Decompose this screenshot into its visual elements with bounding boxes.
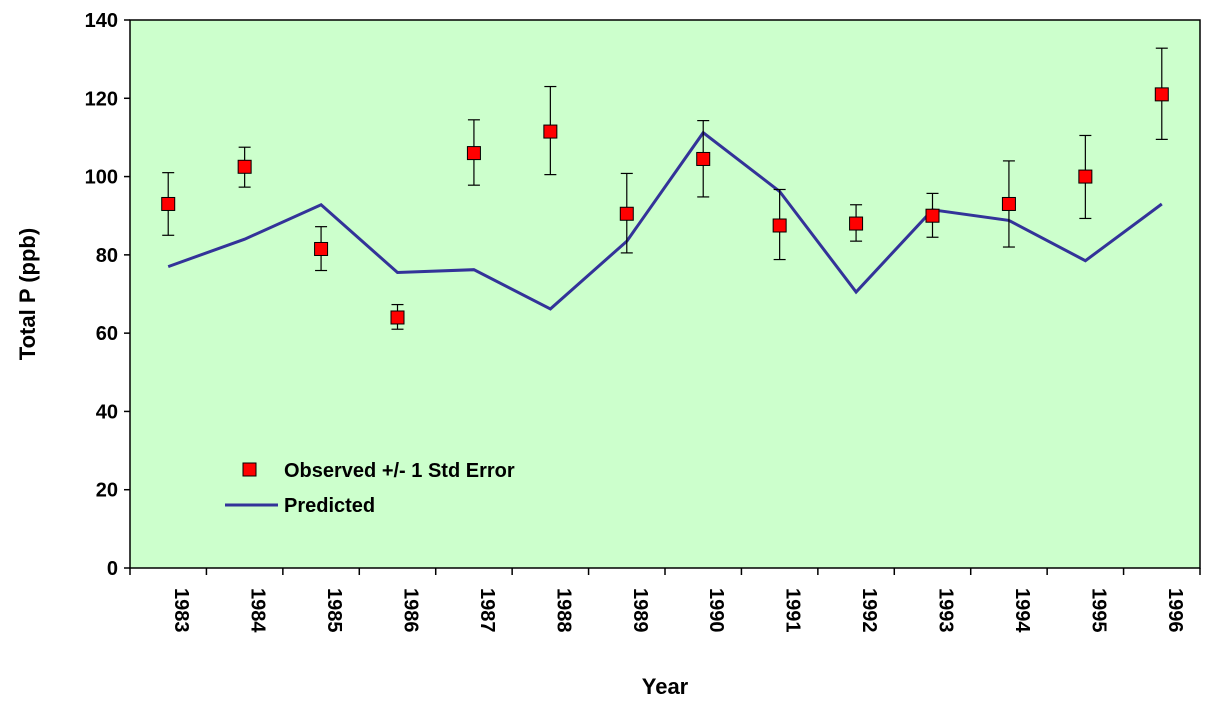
plot-area: [129, 19, 1201, 569]
x-tick-label: 1983: [170, 588, 192, 633]
x-tick-label: 1987: [476, 588, 498, 633]
observed-point: [466, 146, 481, 161]
y-tick-label: 20: [96, 480, 118, 502]
observed-point: [390, 310, 405, 325]
observed-point: [1154, 87, 1169, 102]
x-tick-label: 1986: [400, 588, 422, 633]
observed-point: [925, 208, 940, 223]
observed-point: [314, 241, 329, 256]
y-tick-label: 60: [96, 323, 118, 345]
x-tick-label: 1994: [1011, 588, 1033, 633]
predicted-layer: [167, 130, 1163, 311]
observed-layer: [161, 47, 1169, 330]
observed-point: [619, 206, 634, 221]
y-tick-label: 40: [96, 401, 118, 423]
observed-point: [1078, 169, 1093, 184]
x-tick-label: 1990: [705, 588, 727, 633]
x-axis: 1983 1984 1985 1986 1987 1988 1989 1990 1991 1992…: [129, 568, 1201, 633]
x-tick-label: 1992: [858, 588, 880, 633]
y-tick-label: 120: [85, 88, 118, 110]
observed-point: [696, 151, 711, 166]
observed-point: [849, 216, 864, 231]
observed-point: [161, 196, 176, 211]
y-axis: 0 20 40 60 80 100 120 140: [85, 10, 130, 580]
legend-marker-observed: [242, 462, 257, 477]
x-tick-label: 1988: [552, 588, 574, 633]
observed-point: [772, 218, 787, 233]
y-tick-label: 100: [85, 167, 118, 189]
x-tick-label: 1993: [935, 588, 957, 633]
y-tick-label: 140: [85, 10, 118, 32]
y-tick-label: 80: [96, 245, 118, 267]
x-tick-label: 1984: [247, 588, 269, 633]
y-axis-title: Total P (ppb): [15, 228, 40, 360]
observed-point: [543, 124, 558, 139]
legend: Observed +/- 1 Std Error Predicted: [225, 460, 515, 517]
x-tick-label: 1991: [782, 588, 804, 633]
y-tick-label: 0: [107, 558, 118, 580]
x-tick-label: 1995: [1087, 588, 1109, 633]
x-axis-title: Year: [642, 674, 689, 699]
legend-label-observed: Observed +/- 1 Std Error: [284, 460, 515, 482]
x-tick-label: 1985: [323, 588, 345, 633]
legend-label-predicted: Predicted: [284, 495, 375, 517]
x-tick-label: 1996: [1164, 588, 1186, 633]
predicted-series-line: [167, 130, 1163, 311]
x-tick-label: 1989: [629, 588, 651, 633]
observed-point: [237, 159, 252, 174]
observed-point: [1001, 196, 1016, 211]
